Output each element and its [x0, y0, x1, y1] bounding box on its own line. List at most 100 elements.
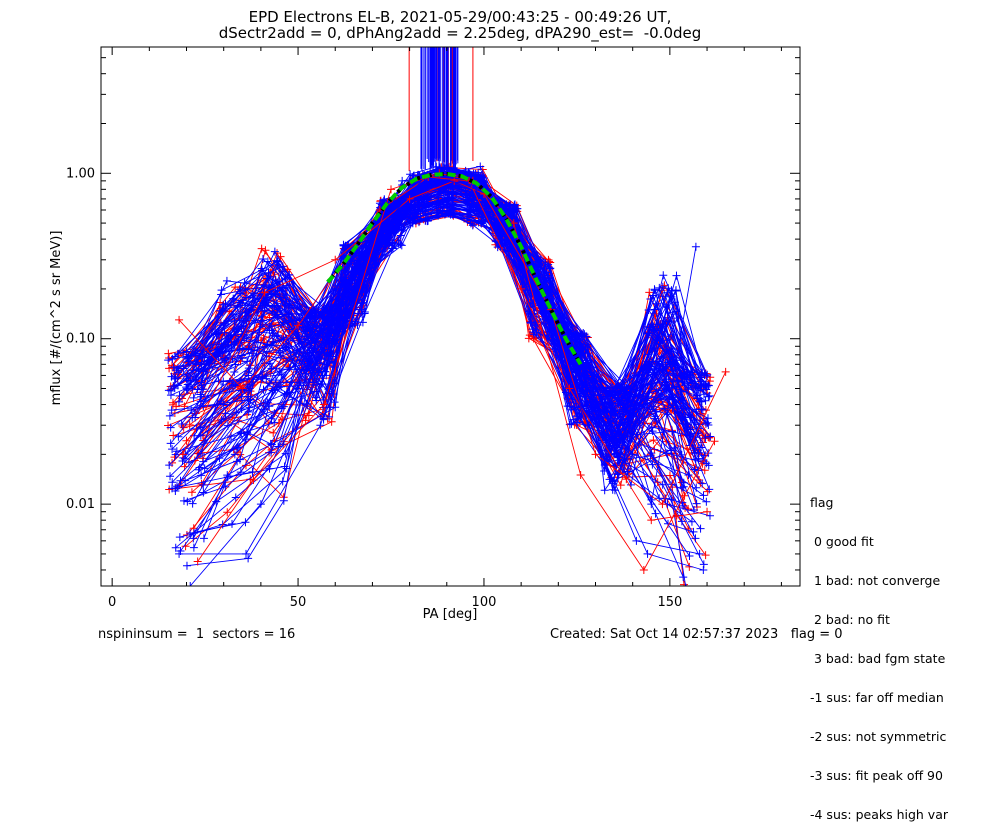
- legend-item: 0 good fit: [810, 534, 874, 549]
- data-point-marker: [683, 371, 692, 380]
- data-point-marker: [175, 315, 184, 324]
- data-point-marker: [648, 427, 657, 436]
- data-point-marker: [684, 385, 693, 394]
- data-point-marker: [257, 244, 266, 253]
- x-axis-label: PA [deg]: [423, 607, 478, 622]
- data-point-marker: [696, 478, 705, 487]
- data-point-marker: [705, 485, 714, 494]
- data-point-marker: [339, 240, 348, 249]
- data-point-marker: [695, 549, 704, 558]
- data-point-marker: [679, 573, 688, 582]
- data-point-marker: [175, 533, 184, 542]
- data-point-marker: [461, 166, 470, 175]
- data-point-marker: [691, 242, 700, 251]
- data-point-marker: [260, 288, 269, 297]
- data-point-marker: [639, 565, 648, 574]
- data-point-marker: [265, 326, 274, 335]
- data-point-marker: [176, 476, 185, 485]
- data-point-marker: [164, 356, 173, 365]
- legend-title: flag: [810, 495, 834, 510]
- data-point-marker: [600, 486, 609, 495]
- data-point-marker: [685, 551, 694, 560]
- x-tick-label: 0: [108, 595, 116, 610]
- data-point-marker: [698, 368, 707, 377]
- data-point-marker: [646, 451, 655, 460]
- data-point-marker: [672, 286, 681, 295]
- data-point-marker: [197, 381, 206, 390]
- legend-item: -2 sus: not symmetric: [810, 729, 947, 744]
- data-point-marker: [173, 482, 182, 491]
- data-point-marker: [693, 391, 702, 400]
- data-point-marker: [241, 284, 250, 293]
- plot-frame: [100, 46, 801, 587]
- data-point-marker: [276, 349, 285, 358]
- data-point-marker: [221, 299, 230, 308]
- data-point-marker: [179, 496, 188, 505]
- data-point-marker: [421, 180, 430, 189]
- data-point-marker: [199, 457, 208, 466]
- y-tick-label: 1.00: [66, 166, 95, 181]
- data-point-marker: [179, 348, 188, 357]
- data-point-marker: [174, 432, 183, 441]
- data-point-marker: [320, 367, 329, 376]
- legend-item: 1 bad: not converge: [810, 573, 941, 588]
- data-point-marker: [694, 454, 703, 463]
- data-point-marker: [284, 309, 293, 318]
- data-point-marker: [698, 479, 707, 488]
- data-point-marker: [189, 534, 198, 543]
- data-point-marker: [230, 450, 239, 459]
- data-point-marker: [168, 478, 177, 487]
- data-point-marker: [510, 202, 519, 211]
- data-point-marker: [279, 440, 288, 449]
- data-point-marker: [267, 440, 276, 449]
- data-point-marker: [684, 471, 693, 480]
- data-point-marker: [263, 398, 272, 407]
- fit-layer: [326, 171, 583, 366]
- data-point-marker: [678, 483, 687, 492]
- data-point-marker: [193, 557, 202, 566]
- data-point-marker: [583, 343, 592, 352]
- data-point-marker: [690, 506, 699, 515]
- data-point-marker: [449, 204, 458, 213]
- data-point-marker: [646, 294, 655, 303]
- data-point-marker: [187, 406, 196, 415]
- data-point-marker: [647, 500, 656, 509]
- data-point-marker: [325, 412, 334, 421]
- data-point-marker: [621, 388, 630, 397]
- data-point-marker: [360, 309, 369, 318]
- data-point-marker: [175, 391, 184, 400]
- data-point-marker: [534, 269, 543, 278]
- data-point-marker: [339, 276, 348, 285]
- data-point-marker: [238, 344, 247, 353]
- chart-title-line-2: dSectr2add = 0, dPhAng2add = 2.25deg, dP…: [218, 24, 702, 42]
- data-point-marker: [577, 345, 586, 354]
- data-point-marker: [169, 431, 178, 440]
- pitch-angle-profile: [189, 165, 697, 586]
- data-point-marker: [651, 407, 660, 416]
- data-point-marker: [643, 549, 652, 558]
- data-point-marker: [395, 221, 404, 230]
- data-point-marker: [269, 428, 278, 437]
- data-point-marker: [222, 276, 231, 285]
- legend-item: 3 bad: bad fgm state: [810, 651, 946, 666]
- footer-right: Created: Sat Oct 14 02:57:37 2023 flag =…: [550, 627, 843, 642]
- data-point-marker: [231, 381, 240, 390]
- data-point-marker: [187, 488, 196, 497]
- data-point-marker: [323, 350, 332, 359]
- data-point-marker: [665, 471, 674, 480]
- data-point-marker: [217, 286, 226, 295]
- data-point-marker: [685, 583, 687, 586]
- data-point-marker: [443, 194, 452, 203]
- data-point-marker: [498, 235, 507, 244]
- data-point-marker: [666, 360, 675, 369]
- x-tick-label: 100: [472, 595, 497, 610]
- data-point-marker: [185, 420, 194, 429]
- data-point-marker: [171, 373, 180, 382]
- data-point-marker: [656, 392, 665, 401]
- data-point-marker: [279, 496, 288, 505]
- data-point-marker: [244, 371, 253, 380]
- data-point-marker: [242, 549, 251, 558]
- data-point-marker: [236, 289, 245, 298]
- data-point-marker: [258, 254, 267, 263]
- data-point-marker: [311, 312, 320, 321]
